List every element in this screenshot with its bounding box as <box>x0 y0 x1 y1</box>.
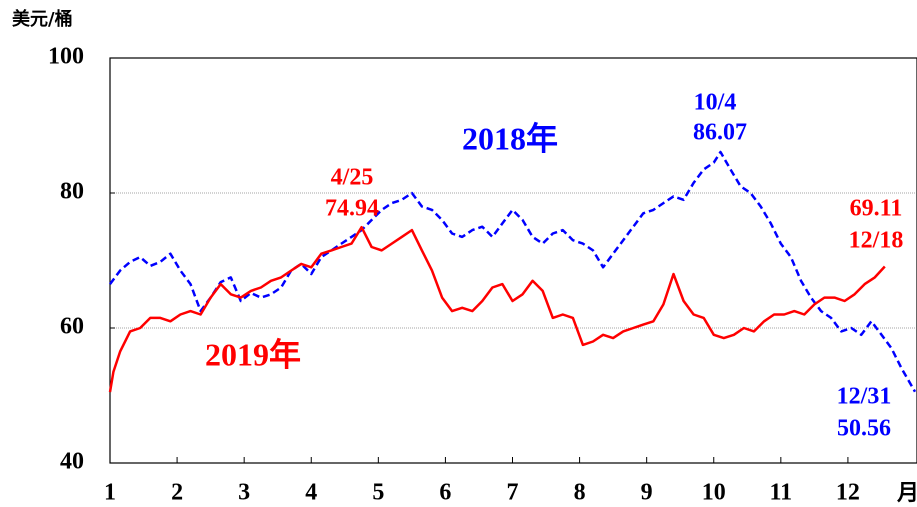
annotation-date: 12/31 <box>837 384 892 410</box>
annotation-date: 10/4 <box>694 90 737 116</box>
annotation-date: 4/25 <box>331 165 374 191</box>
y-tick-label: 60 <box>60 314 84 340</box>
x-tick-label: 12 <box>836 480 860 506</box>
y-tick-label: 100 <box>48 44 84 70</box>
x-axis-label: 月 <box>896 481 917 506</box>
plot-frame <box>109 57 917 464</box>
x-tick-label: 8 <box>574 480 586 506</box>
y-tick-label: 80 <box>60 179 84 205</box>
x-tick-label: 11 <box>769 480 792 506</box>
y-axis-label: 美元/桶 <box>12 8 73 30</box>
legend-2019: 2019年 <box>205 336 301 372</box>
x-tick-label: 4 <box>305 480 317 506</box>
x-tick-label: 5 <box>372 480 384 506</box>
series-line <box>108 150 917 393</box>
x-tick-label: 10 <box>702 480 726 506</box>
x-tick-label: 1 <box>104 480 116 506</box>
series-line <box>108 225 886 393</box>
annotation-value: 69.11 <box>850 196 903 222</box>
annotation-value: 74.94 <box>325 196 379 222</box>
x-tick-label: 7 <box>507 480 519 506</box>
x-tick-label: 6 <box>439 480 451 506</box>
x-tick-label: 9 <box>641 480 653 506</box>
annotation-value: 86.07 <box>693 120 747 146</box>
legend-2018: 2018年 <box>462 120 558 156</box>
annotation-date: 12/18 <box>849 228 904 254</box>
x-tick-label: 3 <box>238 480 250 506</box>
y-tick-label: 40 <box>60 449 84 475</box>
x-tick-label: 2 <box>171 480 183 506</box>
annotation-value: 50.56 <box>837 416 891 442</box>
